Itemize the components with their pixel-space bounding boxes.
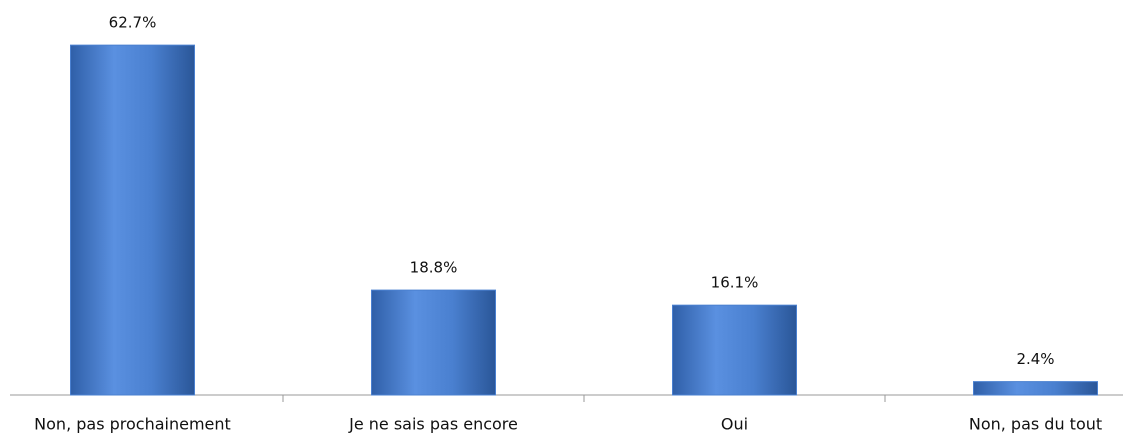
bar [973,381,1098,396]
x-tick-label: Non, pas prochainement [34,415,231,434]
bar [371,289,496,396]
value-label: 18.8% [410,259,458,277]
x-tick-label: Je ne sais pas encore [348,415,518,434]
value-label: 16.1% [711,274,759,292]
bar [70,44,195,396]
value-label: 2.4% [1016,350,1054,368]
value-label: 62.7% [109,14,157,32]
x-tick-label: Oui [721,415,748,434]
x-tick-label: Non, pas du tout [969,415,1102,434]
bar [672,304,797,396]
